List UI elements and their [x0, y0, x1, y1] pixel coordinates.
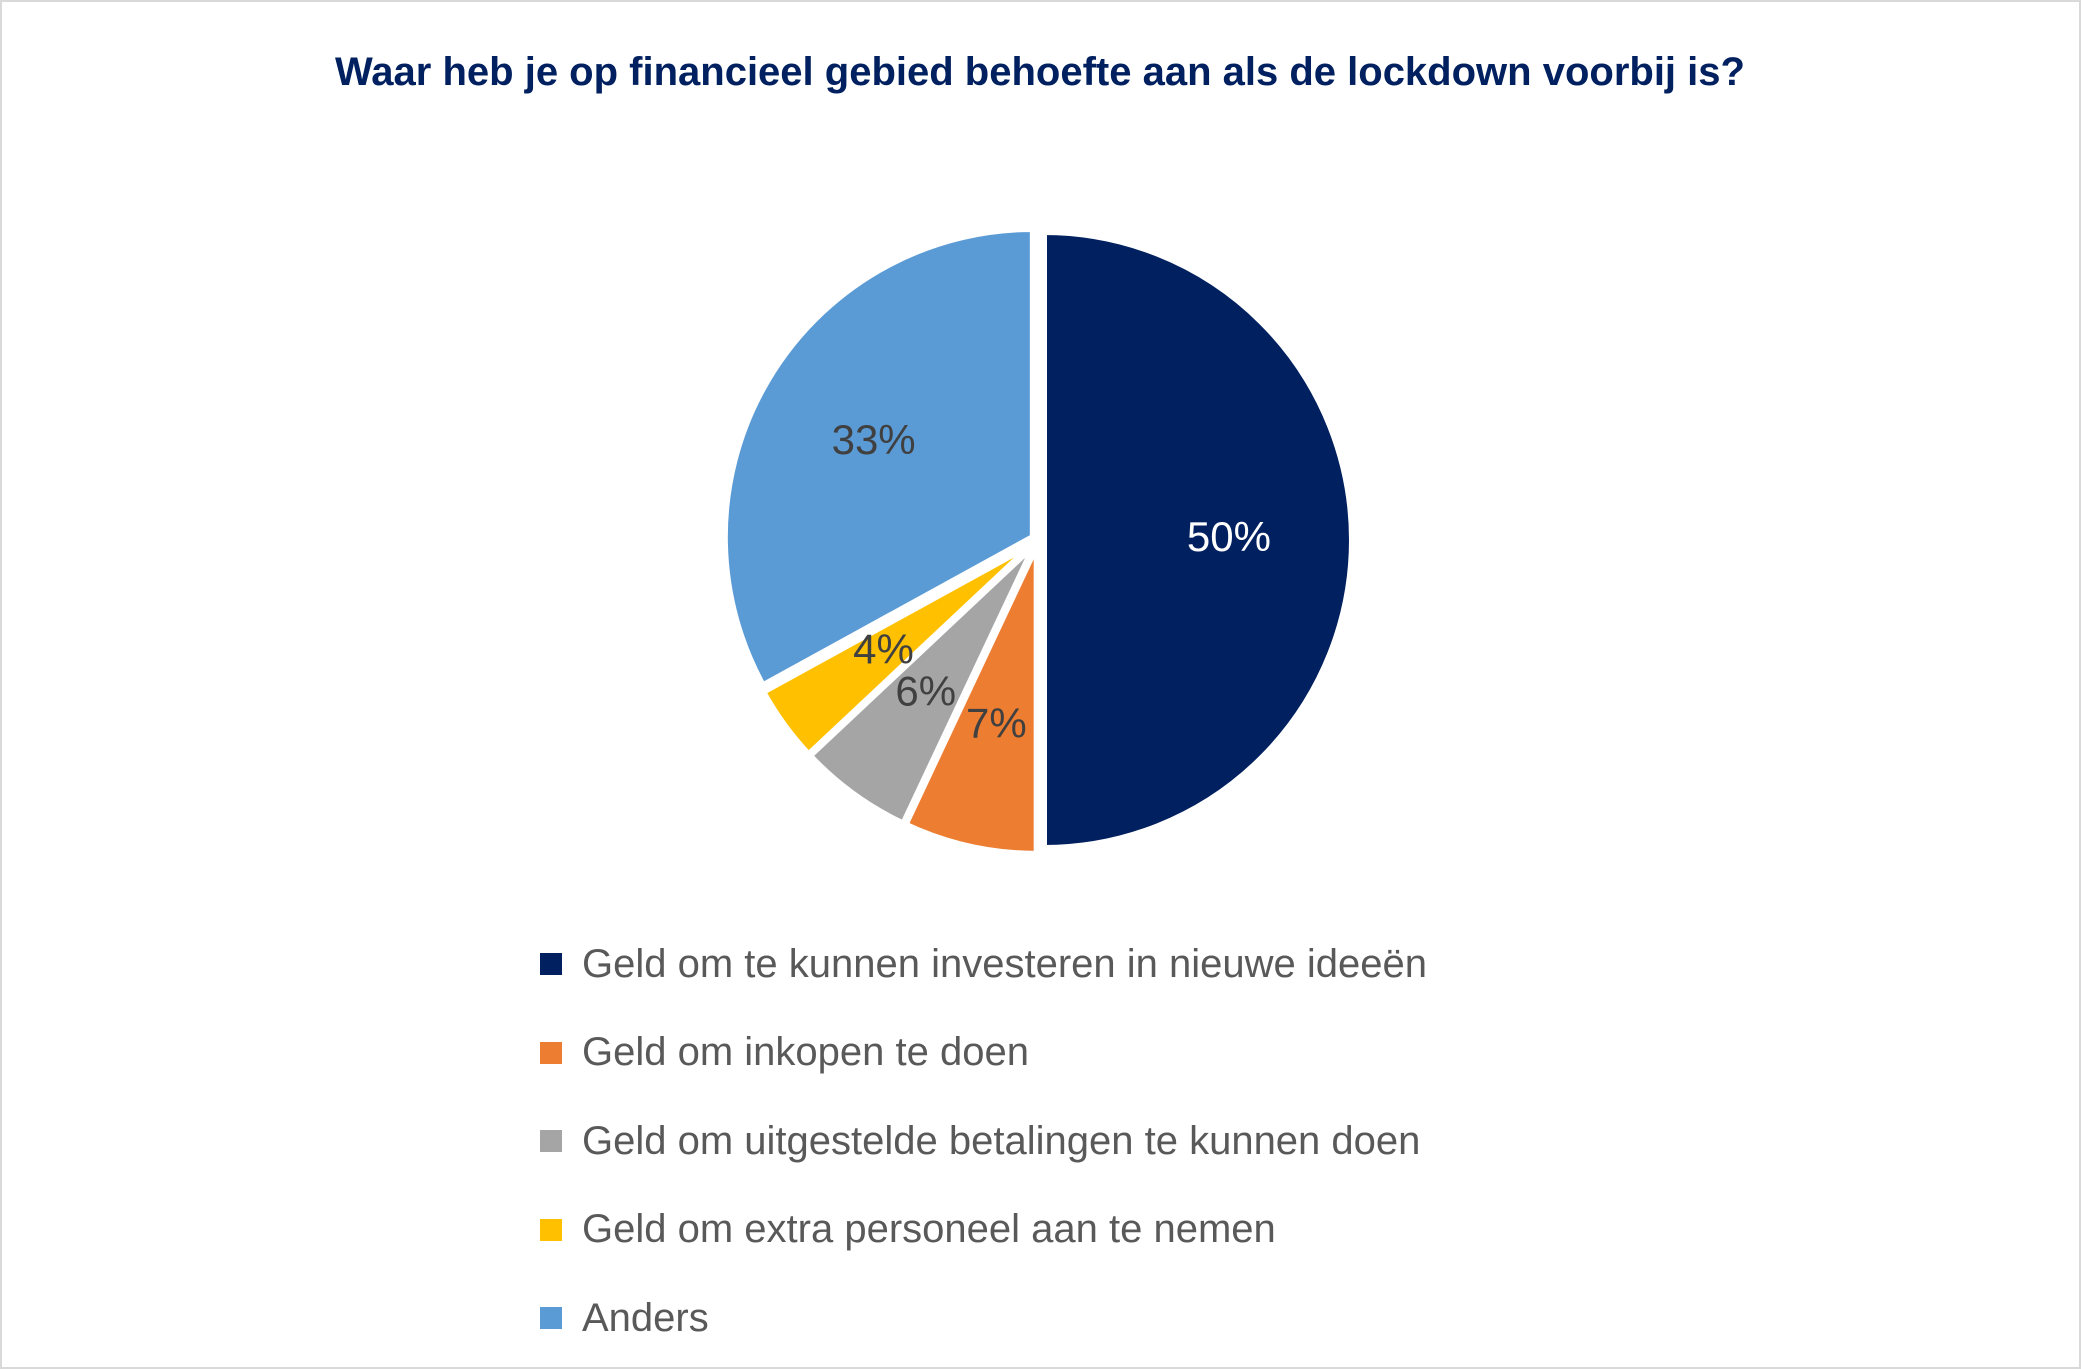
data-label: 7%	[966, 699, 1027, 746]
legend-label: Geld om inkopen te doen	[582, 1030, 1029, 1075]
legend-swatch	[540, 1218, 562, 1241]
chart-title: Waar heb je op financieel gebied behoeft…	[335, 50, 1745, 94]
legend-swatch	[540, 1130, 562, 1153]
legend-swatch	[540, 953, 562, 976]
pie-slice	[759, 540, 1036, 759]
legend-label: Geld om te kunnen investeren in nieuwe i…	[582, 941, 1427, 986]
legend-swatch	[540, 1041, 562, 1064]
legend-label: Anders	[582, 1295, 709, 1340]
legend-entry: Geld om te kunnen investeren in nieuwe i…	[540, 920, 1427, 1009]
legend-label: Geld om extra personeel aan te nemen	[582, 1207, 1276, 1252]
legend-label: Geld om uitgestelde betalingen te kunnen…	[582, 1118, 1421, 1163]
legend-entry: Geld om uitgestelde betalingen te kunnen…	[540, 1097, 1427, 1186]
pie-slice	[721, 225, 1036, 690]
legend-entry: Geld om inkopen te doen	[540, 1009, 1427, 1098]
pie-slice	[1041, 228, 1355, 852]
legend: Geld om te kunnen investeren in nieuwe i…	[540, 920, 1427, 1363]
legend-entry: Geld om extra personeel aan te nemen	[540, 1186, 1427, 1275]
legend-entry: Anders	[540, 1274, 1427, 1363]
pie-slice	[901, 544, 1040, 857]
legend-swatch	[540, 1307, 562, 1330]
data-label: 6%	[895, 668, 956, 715]
data-label: 33%	[832, 416, 916, 463]
data-label: 50%	[1187, 513, 1271, 560]
